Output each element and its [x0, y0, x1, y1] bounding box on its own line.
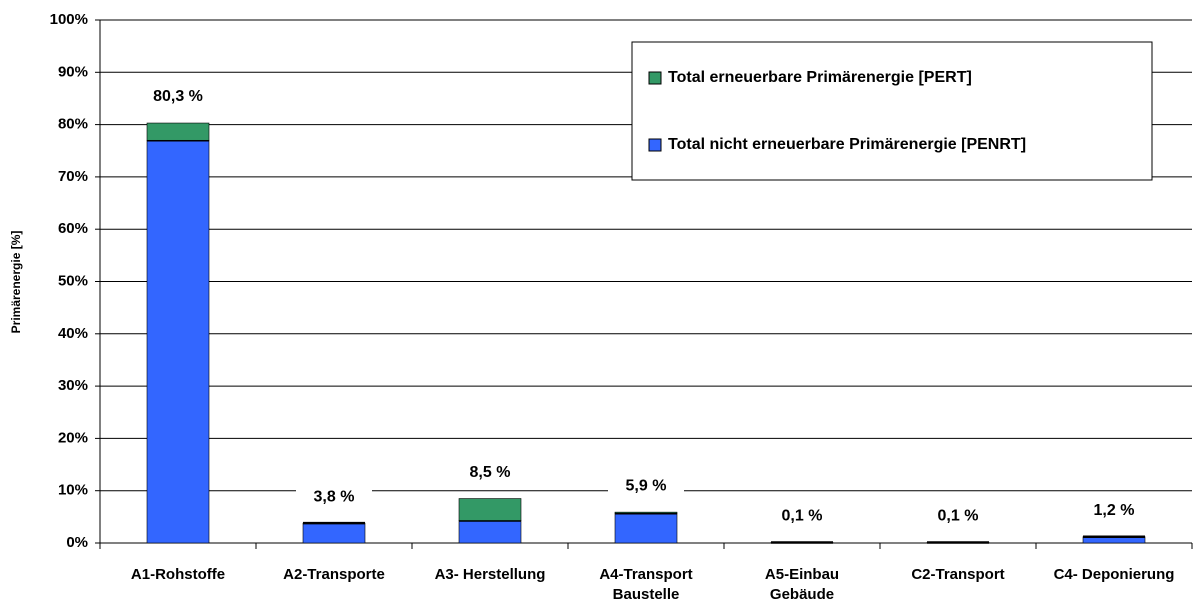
- x-tick-label: A2-Transporte: [283, 566, 385, 583]
- bar-segment: [458, 520, 522, 544]
- x-tick-label: C2-Transport: [911, 566, 1005, 583]
- legend-swatch: [648, 138, 662, 152]
- bar-segment: [614, 511, 678, 514]
- x-tick-label: A1-Rohstoffe: [130, 566, 226, 583]
- total-label-bg: [608, 474, 684, 499]
- legend-label: Total nicht erneuerbare Primärenergie [P…: [668, 136, 1026, 153]
- bar-segment: [302, 522, 366, 544]
- total-label-bg: [296, 485, 372, 510]
- total-label: 5,9 %: [626, 477, 667, 494]
- total-label-bg: [764, 504, 840, 529]
- legend-swatch: [648, 71, 662, 85]
- y-tick-label: 50%: [58, 272, 88, 289]
- x-tick-label: A5-Einbau Gebäude: [764, 566, 840, 603]
- total-label: 0,1 %: [938, 508, 979, 525]
- y-tick-label: 60%: [58, 220, 88, 237]
- x-tick-label: A3- Herstellung: [434, 566, 546, 583]
- y-tick-label: 30%: [58, 377, 88, 394]
- legend-label: Total erneuerbare Primärenergie [PERT]: [668, 69, 972, 86]
- y-axis-label: Primärenergie [%]: [9, 231, 23, 334]
- total-label: 3,8 %: [314, 488, 355, 505]
- total-label-bg: [452, 460, 528, 485]
- total-label: 0,1 %: [782, 508, 823, 525]
- total-label: 80,3 %: [153, 88, 203, 105]
- x-tick-label: A4-Transport Baustelle: [599, 566, 693, 603]
- total-label: 1,2 %: [1094, 502, 1135, 519]
- total-label-bg: [920, 504, 996, 529]
- total-label-bg: [1076, 498, 1152, 523]
- total-label-bg: [140, 85, 216, 110]
- y-tick-label: 40%: [58, 325, 88, 342]
- y-tick-label: 0%: [66, 534, 88, 551]
- bar-segment: [146, 122, 210, 141]
- x-tick-label: C4- Deponierung: [1053, 566, 1175, 583]
- bar-segment: [614, 512, 678, 544]
- total-label: 8,5 %: [470, 464, 511, 481]
- y-tick-label: 100%: [50, 11, 88, 28]
- y-tick-label: 10%: [58, 482, 88, 499]
- y-tick-label: 70%: [58, 168, 88, 185]
- legend-box: [631, 41, 1153, 181]
- bar-segment: [458, 498, 522, 521]
- y-tick-label: 20%: [58, 429, 88, 446]
- y-tick-label: 90%: [58, 63, 88, 80]
- bar-segment: [146, 139, 210, 544]
- y-tick-label: 80%: [58, 116, 88, 133]
